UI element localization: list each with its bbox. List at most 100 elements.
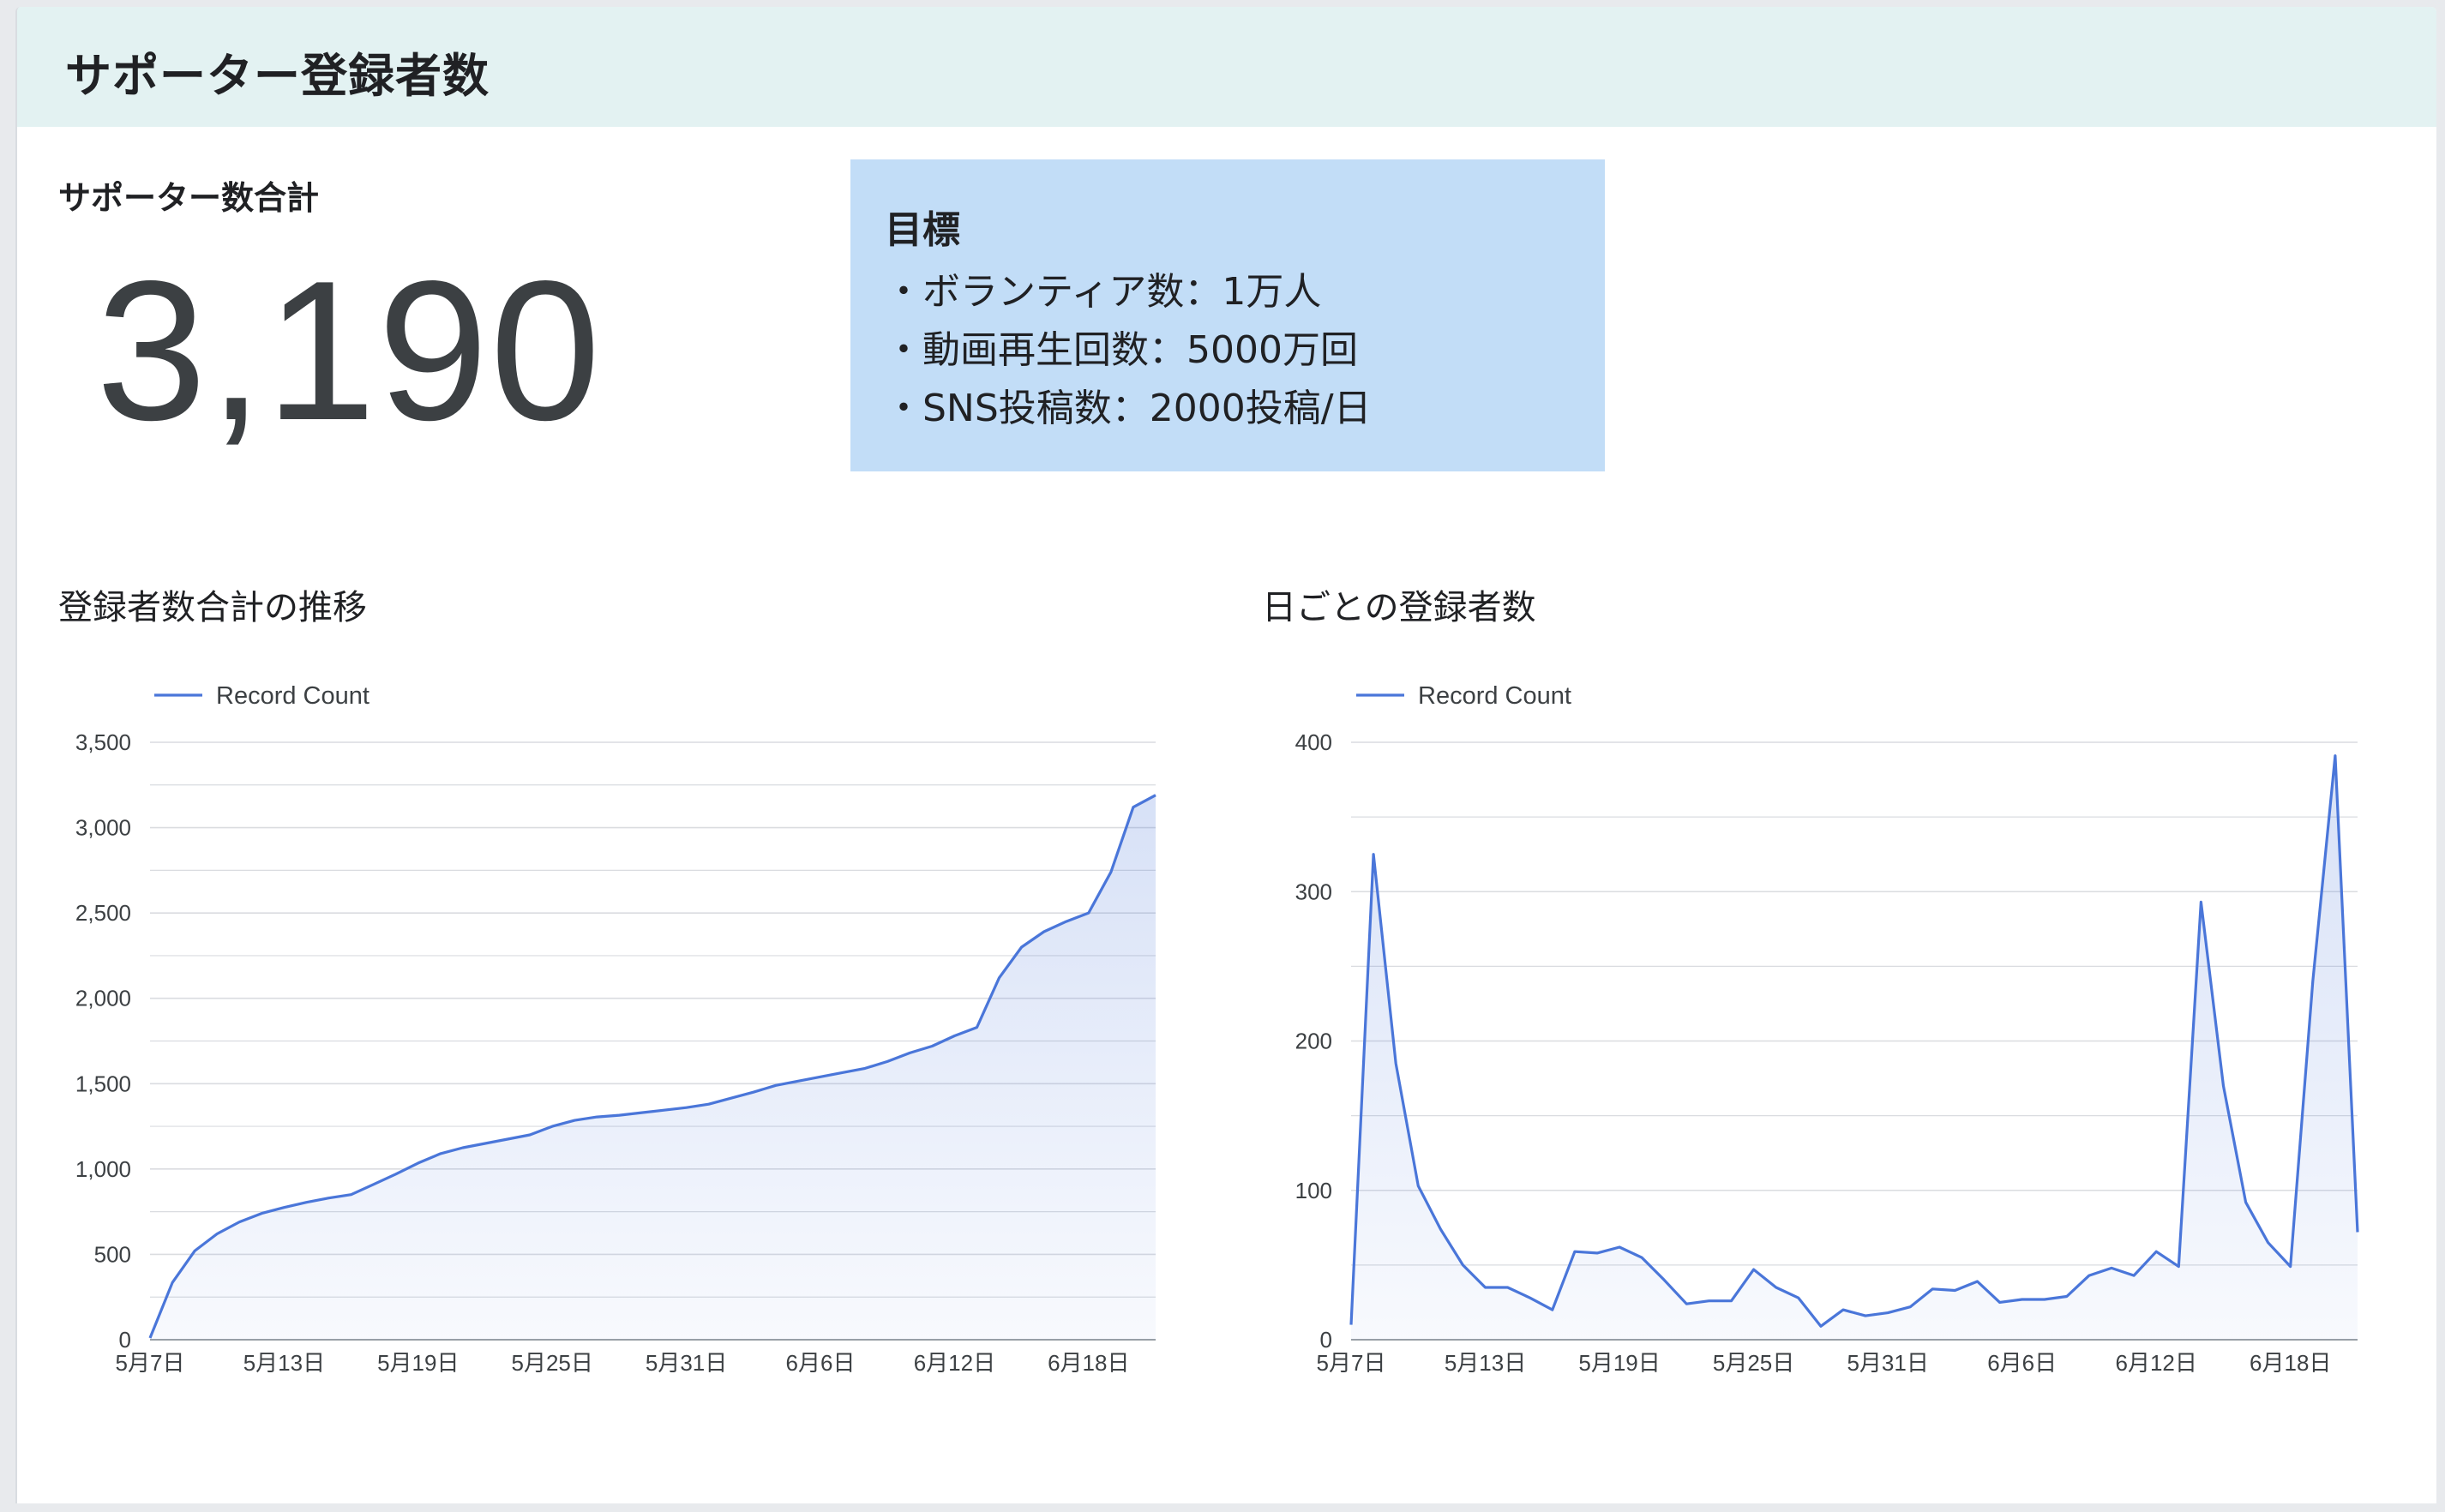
data-point[interactable] <box>2065 1294 2069 1298</box>
data-point[interactable] <box>1886 1311 1889 1315</box>
data-point[interactable] <box>1908 1305 1912 1309</box>
data-point[interactable] <box>1372 853 1375 856</box>
data-point[interactable] <box>1662 1278 1666 1281</box>
data-point[interactable] <box>1775 1286 1778 1289</box>
data-point[interactable] <box>282 1206 285 1209</box>
data-point[interactable] <box>1529 1296 1532 1299</box>
data-point[interactable] <box>439 1152 442 1155</box>
data-point[interactable] <box>148 1336 152 1340</box>
data-point[interactable] <box>796 1079 800 1083</box>
data-point[interactable] <box>1109 870 1113 873</box>
page-header: サポーター登録者数 <box>17 7 2436 127</box>
data-point[interactable] <box>930 1044 934 1047</box>
data-point[interactable] <box>215 1233 219 1236</box>
data-point[interactable] <box>752 1090 755 1094</box>
cumulative-registrations-chart: 0 500 1,000 1,500 2,000 2,500 3,000 3,500 5月7日 5月… <box>75 682 1157 1376</box>
data-point[interactable] <box>1506 1286 1510 1289</box>
data-point[interactable] <box>1020 945 1024 949</box>
data-point[interactable] <box>863 1066 867 1070</box>
data-point[interactable] <box>1953 1288 1956 1292</box>
data-point[interactable] <box>2154 1250 2158 1253</box>
data-point[interactable] <box>2334 754 2337 758</box>
data-point[interactable] <box>1618 1245 1621 1249</box>
x-tick-label: 6月6日 <box>786 1350 856 1376</box>
data-point[interactable] <box>1154 794 1157 797</box>
data-point[interactable] <box>1595 1251 1599 1255</box>
data-point[interactable] <box>1416 1185 1420 1188</box>
data-point[interactable] <box>1797 1296 1800 1299</box>
data-point[interactable] <box>2356 1231 2359 1234</box>
data-point[interactable] <box>394 1173 398 1176</box>
data-point[interactable] <box>327 1197 331 1200</box>
data-point[interactable] <box>1573 1250 1577 1253</box>
data-point[interactable] <box>595 1115 598 1119</box>
data-point[interactable] <box>1484 1286 1487 1289</box>
data-point[interactable] <box>1975 1280 1979 1283</box>
data-point[interactable] <box>1730 1299 1733 1303</box>
data-point[interactable] <box>685 1106 688 1109</box>
y-tick-label: 2,000 <box>75 986 131 1011</box>
data-point[interactable] <box>1461 1263 1464 1267</box>
data-point[interactable] <box>260 1212 263 1215</box>
data-point[interactable] <box>350 1193 353 1197</box>
data-point[interactable] <box>484 1142 487 1145</box>
data-point[interactable] <box>2289 1265 2292 1269</box>
data-point[interactable] <box>2021 1298 2024 1301</box>
data-point[interactable] <box>1640 1256 1643 1259</box>
data-point[interactable] <box>550 1125 554 1128</box>
data-point[interactable] <box>707 1102 711 1106</box>
data-point[interactable] <box>2132 1274 2136 1277</box>
page-title: サポーター登録者数 <box>65 49 490 103</box>
data-point[interactable] <box>2110 1266 2113 1269</box>
data-point[interactable] <box>461 1146 465 1149</box>
data-point[interactable] <box>2244 1201 2248 1204</box>
data-point[interactable] <box>171 1281 174 1284</box>
data-point[interactable] <box>573 1119 576 1122</box>
data-point[interactable] <box>819 1075 822 1078</box>
data-point[interactable] <box>1841 1308 1845 1311</box>
data-point[interactable] <box>1439 1227 1442 1231</box>
data-point[interactable] <box>730 1096 733 1100</box>
data-point[interactable] <box>1065 920 1068 923</box>
data-point[interactable] <box>506 1137 509 1141</box>
legend-label[interactable]: Record Count <box>1418 682 1571 710</box>
data-point[interactable] <box>1087 911 1090 915</box>
data-point[interactable] <box>952 1035 956 1038</box>
data-point[interactable] <box>193 1249 196 1252</box>
data-point[interactable] <box>1752 1268 1756 1271</box>
data-point[interactable] <box>2177 1265 2180 1269</box>
legend-label[interactable]: Record Count <box>216 682 369 710</box>
data-point[interactable] <box>886 1059 889 1063</box>
data-point[interactable] <box>975 1026 978 1029</box>
data-point[interactable] <box>237 1221 241 1224</box>
data-point[interactable] <box>1998 1300 2002 1304</box>
data-point[interactable] <box>640 1111 643 1114</box>
data-point[interactable] <box>2199 900 2202 903</box>
data-point[interactable] <box>1685 1302 1688 1305</box>
data-point[interactable] <box>1042 930 1046 933</box>
data-point[interactable] <box>304 1201 308 1204</box>
data-point[interactable] <box>663 1108 666 1112</box>
data-point[interactable] <box>1864 1314 1867 1317</box>
data-point[interactable] <box>1707 1299 1710 1303</box>
data-point[interactable] <box>528 1133 532 1137</box>
data-point[interactable] <box>908 1051 911 1054</box>
data-point[interactable] <box>372 1183 375 1186</box>
data-point[interactable] <box>998 976 1001 980</box>
data-point[interactable] <box>774 1083 778 1087</box>
data-point[interactable] <box>617 1113 621 1117</box>
data-point[interactable] <box>1819 1324 1823 1328</box>
data-point[interactable] <box>417 1161 420 1165</box>
data-point[interactable] <box>841 1071 844 1074</box>
data-point[interactable] <box>2311 980 2315 983</box>
data-point[interactable] <box>2267 1241 2270 1245</box>
data-point[interactable] <box>1394 1062 1397 1065</box>
data-point[interactable] <box>1132 806 1135 809</box>
data-point[interactable] <box>2043 1298 2046 1301</box>
x-tick-label: 5月7日 <box>1317 1350 1386 1376</box>
data-point[interactable] <box>1551 1308 1554 1311</box>
data-point[interactable] <box>2221 1084 2225 1088</box>
data-point[interactable] <box>2088 1274 2091 1277</box>
data-point[interactable] <box>1931 1287 1934 1291</box>
data-point[interactable] <box>1349 1323 1353 1327</box>
